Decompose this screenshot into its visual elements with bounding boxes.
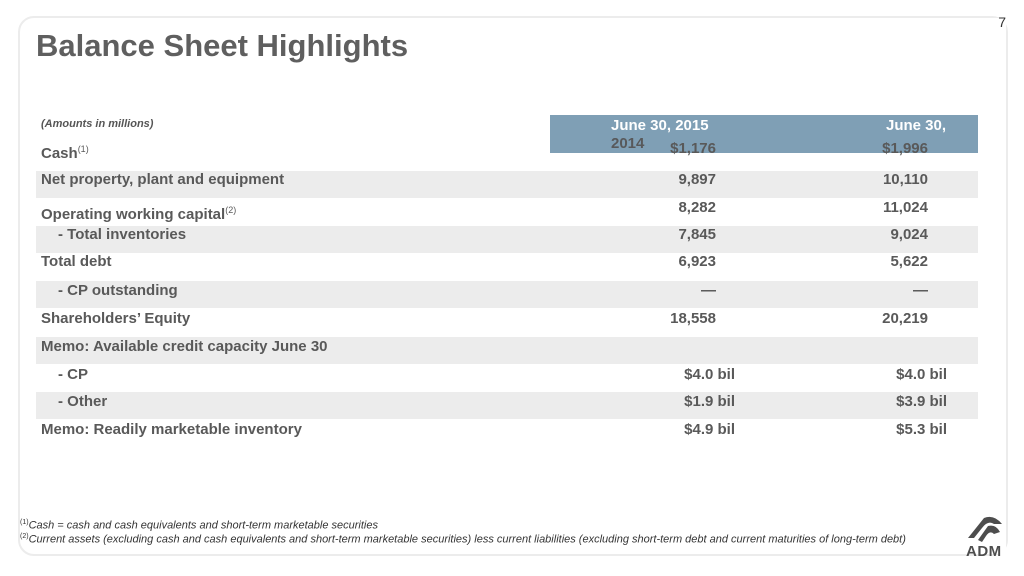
value-2014: 10,110: [882, 171, 928, 188]
row-label: Operating working capital(2): [41, 205, 237, 223]
value-2014: $3.9 bil: [896, 393, 947, 410]
table-row: - Total inventories 7,845 9,024: [36, 226, 978, 253]
value-2015: 8,282: [678, 199, 716, 216]
row-label: - CP outstanding: [58, 282, 178, 299]
value-2015: $1.9 bil: [684, 393, 735, 410]
footnote-1: (1)Cash = cash and cash equivalents and …: [20, 519, 378, 532]
value-2015: $4.0 bil: [684, 366, 735, 383]
value-2015: $4.9 bil: [684, 421, 735, 438]
table-row: Cash(1) $1,176 $1,996: [36, 140, 978, 167]
value-2015: —: [701, 282, 716, 299]
value-2015: $1,176: [670, 140, 716, 157]
value-2014: 9,024: [890, 226, 928, 243]
slide-number: 7: [998, 14, 1006, 30]
row-label: - Total inventories: [58, 226, 187, 243]
header-june-2015: June 30, 2015: [611, 117, 709, 134]
table-row: Net property, plant and equipment 9,897 …: [36, 171, 978, 198]
value-2015: 6,923: [678, 253, 716, 270]
value-2015: 18,558: [670, 310, 716, 327]
row-label: Net property, plant and equipment: [41, 171, 285, 188]
row-label: Cash(1): [41, 144, 89, 162]
header-year-2014-wrap: 2014: [611, 135, 645, 152]
adm-logo-icon: [968, 516, 1002, 542]
value-2014: 20,219: [882, 310, 928, 327]
row-label: Memo: Readily marketable inventory: [41, 421, 302, 438]
value-2014: $1,996: [882, 140, 928, 157]
value-2015: 9,897: [678, 171, 716, 188]
logo-text: ADM: [966, 543, 1002, 560]
table-row: Operating working capital(2) 8,282 11,02…: [36, 199, 978, 226]
table-row: Memo: Available credit capacity June 30: [36, 337, 978, 364]
value-2015: 7,845: [678, 226, 716, 243]
value-2014: 11,024: [882, 199, 928, 216]
value-2014: —: [913, 282, 928, 299]
value-2014: $5.3 bil: [896, 421, 947, 438]
value-2014: $4.0 bil: [896, 366, 947, 383]
table-header-bar: [550, 115, 978, 153]
amounts-note: (Amounts in millions): [41, 118, 154, 130]
slide-frame: [18, 16, 1008, 556]
row-label: Total debt: [41, 253, 112, 270]
page-title: Balance Sheet Highlights: [36, 28, 409, 63]
row-label: Memo: Available credit capacity June 30: [41, 338, 328, 355]
row-label: - Other: [58, 393, 108, 410]
value-2014: 5,622: [890, 253, 928, 270]
table-row: - CP outstanding — —: [36, 281, 978, 308]
table-row: - CP $4.0 bil $4.0 bil: [36, 365, 978, 392]
table-row: Total debt 6,923 5,622: [36, 253, 978, 280]
row-label: Shareholders’ Equity: [41, 310, 191, 327]
table-row: - Other $1.9 bil $3.9 bil: [36, 392, 978, 419]
footnote-2: (2)Current assets (excluding cash and ca…: [20, 533, 906, 546]
row-label: - CP: [58, 366, 88, 383]
table-row: Memo: Readily marketable inventory $4.9 …: [36, 420, 978, 447]
table-row: Shareholders’ Equity 18,558 20,219: [36, 309, 978, 336]
header-june-2014: June 30,: [886, 117, 947, 134]
